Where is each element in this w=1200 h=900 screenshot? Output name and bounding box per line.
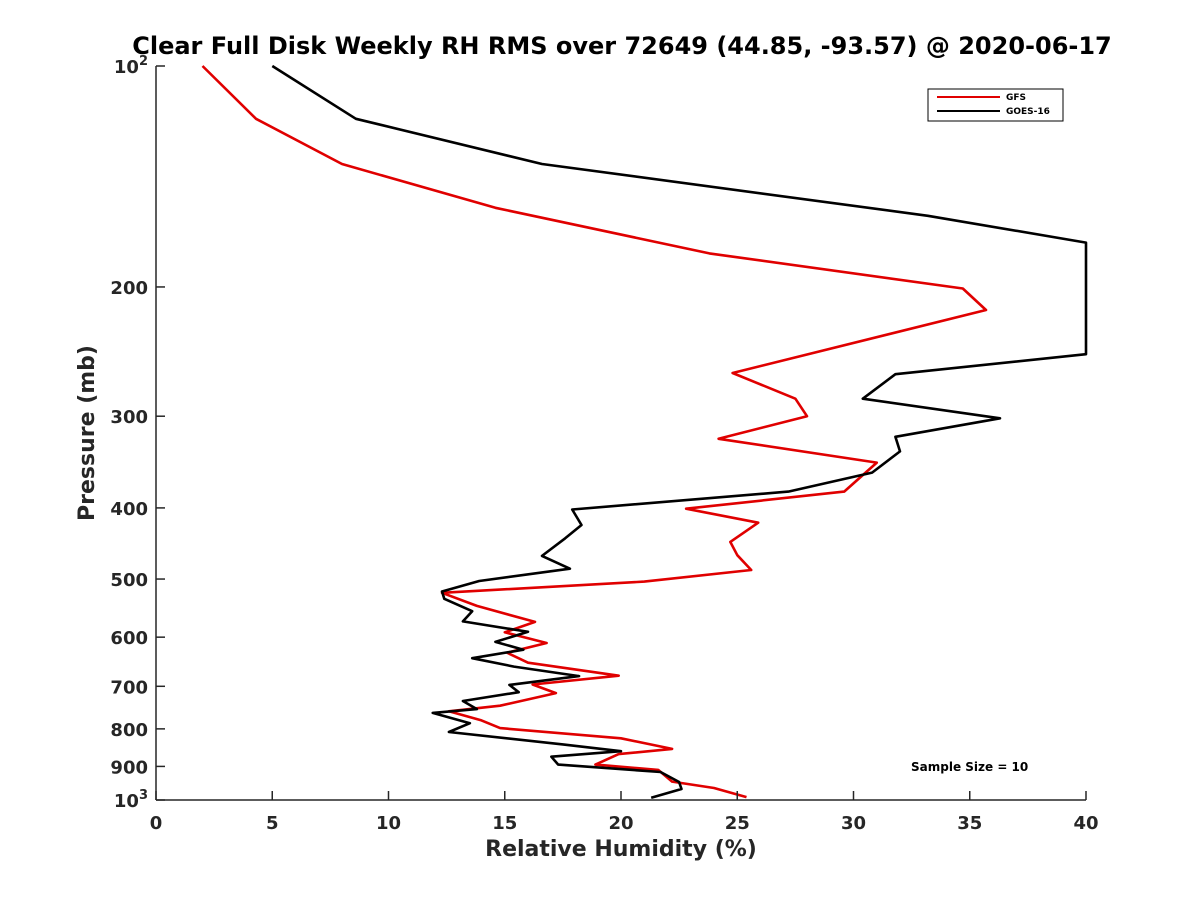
legend: GFS GOES-16 [927, 88, 1064, 122]
x-tick-label: 35 [957, 813, 982, 834]
x-axis-label: Relative Humidity (%) [485, 837, 757, 862]
y-tick-label: 700 [110, 677, 148, 698]
chart-title: Clear Full Disk Weekly RH RMS over 72649… [132, 32, 1112, 60]
series-line-goes16 [271, 64, 1088, 800]
x-tick-label: 25 [725, 813, 750, 834]
x-tick-label: 15 [492, 813, 517, 834]
y-ticks: 102 200 300 400 500 600 700 800 900 103 [110, 54, 165, 812]
legend-label-goes16: GOES-16 [1006, 107, 1050, 117]
x-tick-label: 5 [266, 813, 279, 834]
x-tick-label: 30 [841, 813, 866, 834]
y-tick-label: 800 [110, 720, 148, 741]
x-ticks: 0 5 10 15 20 25 30 35 40 [150, 791, 1099, 834]
plot-series [201, 64, 1088, 800]
y-tick-label: 200 [110, 278, 148, 299]
y-tick-label: 900 [110, 757, 148, 778]
series-line-gfs [201, 65, 988, 799]
y-tick-label: 600 [110, 628, 148, 649]
axes-frame [155, 66, 1086, 801]
y-tick-label: 400 [110, 499, 148, 520]
y-axis-label: Pressure (mb) [75, 345, 100, 521]
y-tick-label: 102 [114, 54, 148, 78]
x-tick-label: 0 [150, 813, 163, 834]
y-tick-label: 500 [110, 570, 148, 591]
y-tick-label: 300 [110, 407, 148, 428]
legend-label-gfs: GFS [1006, 93, 1026, 103]
y-tick-label: 103 [114, 788, 148, 812]
x-tick-label: 40 [1073, 813, 1098, 834]
x-tick-label: 10 [376, 813, 401, 834]
x-tick-label: 20 [608, 813, 633, 834]
sample-size-annotation: Sample Size = 10 [911, 760, 1028, 774]
legend-box [927, 88, 1064, 122]
